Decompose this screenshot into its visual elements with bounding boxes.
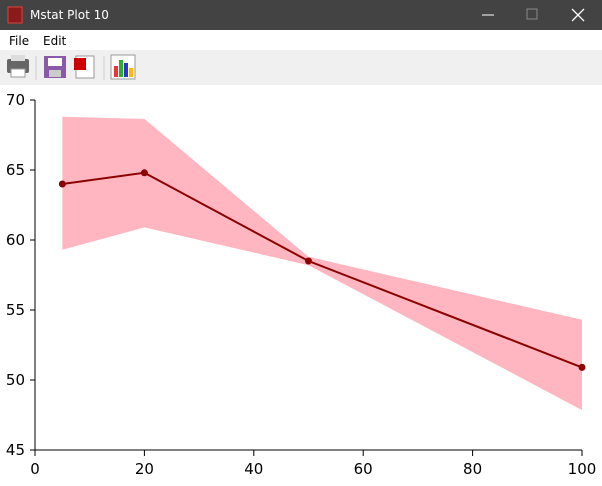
x-tick-label: 40 <box>244 460 263 478</box>
title-bar: Mstat Plot 10 <box>0 0 602 30</box>
point <box>578 363 586 371</box>
title-icons <box>7 6 585 24</box>
close[interactable] <box>571 8 585 22</box>
x-tick-label: 60 <box>354 460 373 478</box>
y-tick-label: 60 <box>6 231 25 249</box>
pdf-button[interactable] <box>74 55 95 79</box>
x-tick-label: 80 <box>463 460 482 478</box>
plot-area: 45 50 55 60 65 70 0 20 40 60 80 100 <box>6 91 597 478</box>
point <box>58 180 66 188</box>
y-tick-label: 70 <box>6 91 25 109</box>
chart-button[interactable] <box>110 54 136 80</box>
point <box>140 169 148 177</box>
toolbar-icons <box>7 54 136 80</box>
toolbar <box>0 50 602 85</box>
y-tick-label: 55 <box>6 301 25 319</box>
print-button[interactable] <box>7 55 29 78</box>
line <box>62 171 583 369</box>
window-title: Mstat Plot 10 <box>30 8 109 22</box>
app-icon <box>7 6 23 24</box>
point <box>305 257 312 265</box>
y-tick-label: 50 <box>6 371 25 389</box>
menu-file[interactable]: File <box>9 34 30 48</box>
save-button[interactable] <box>44 56 66 78</box>
y-tick-label: 45 <box>6 441 25 459</box>
maximize[interactable] <box>526 8 538 20</box>
x-tick-label: 0 <box>30 460 40 478</box>
y-tick-label: 65 <box>6 161 25 179</box>
x-tick-label: 100 <box>568 460 597 478</box>
menu-bar: File Edit <box>0 30 602 50</box>
menu-edit[interactable]: Edit <box>43 34 67 48</box>
confidence-band <box>62 116 583 411</box>
x-tick-label: 20 <box>135 460 154 478</box>
